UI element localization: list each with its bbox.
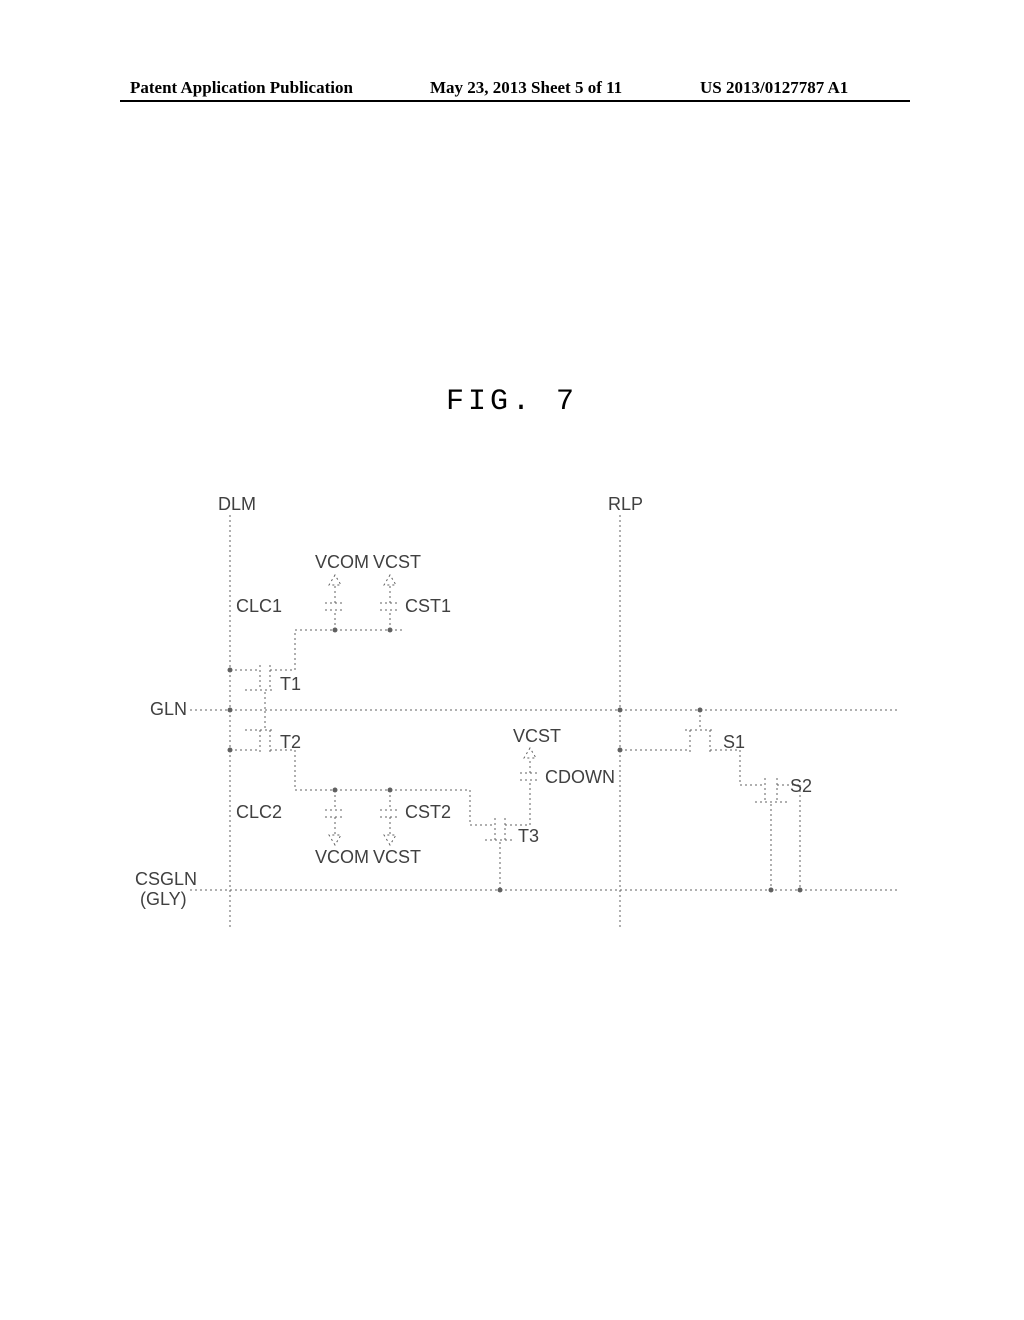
- label-clc2: CLC2: [236, 802, 282, 822]
- label-clc1: CLC1: [236, 596, 282, 616]
- label-s2: S2: [790, 776, 812, 796]
- label-t3: T3: [518, 826, 539, 846]
- transistor-s1: [618, 710, 741, 755]
- label-vcst-bot: VCST: [373, 847, 421, 867]
- header-center: May 23, 2013 Sheet 5 of 11: [430, 78, 622, 98]
- label-vcom-top: VCOM: [315, 552, 369, 572]
- header-rule: [120, 100, 910, 102]
- cap-clc2: [325, 790, 345, 845]
- circuit-diagram: DLM RLP GLN CSGLN (GLY) VCOM VCST CLC1 C…: [130, 490, 910, 950]
- label-s1: S1: [723, 732, 745, 752]
- label-csgln: CSGLN: [135, 869, 197, 889]
- label-dlm: DLM: [218, 494, 256, 514]
- cap-clc1: [325, 575, 345, 630]
- label-cst2: CST2: [405, 802, 451, 822]
- label-rlp: RLP: [608, 494, 643, 514]
- label-t1: T1: [280, 674, 301, 694]
- label-vcst-cdown: VCST: [513, 726, 561, 746]
- label-gln: GLN: [150, 699, 187, 719]
- cap-cdown: [520, 748, 540, 790]
- cap-cst2: [380, 790, 400, 845]
- label-gly: (GLY): [140, 889, 187, 909]
- transistor-s2: [740, 750, 803, 893]
- header-right: US 2013/0127787 A1: [700, 78, 848, 98]
- label-vcst-top: VCST: [373, 552, 421, 572]
- label-t2: T2: [280, 732, 301, 752]
- header-left: Patent Application Publication: [130, 78, 353, 98]
- label-vcom-bot: VCOM: [315, 847, 369, 867]
- label-cst1: CST1: [405, 596, 451, 616]
- cap-cst1: [380, 575, 400, 630]
- figure-title: FIG. 7: [0, 385, 1024, 419]
- label-cdown: CDOWN: [545, 767, 615, 787]
- transistor-t1: [230, 630, 295, 710]
